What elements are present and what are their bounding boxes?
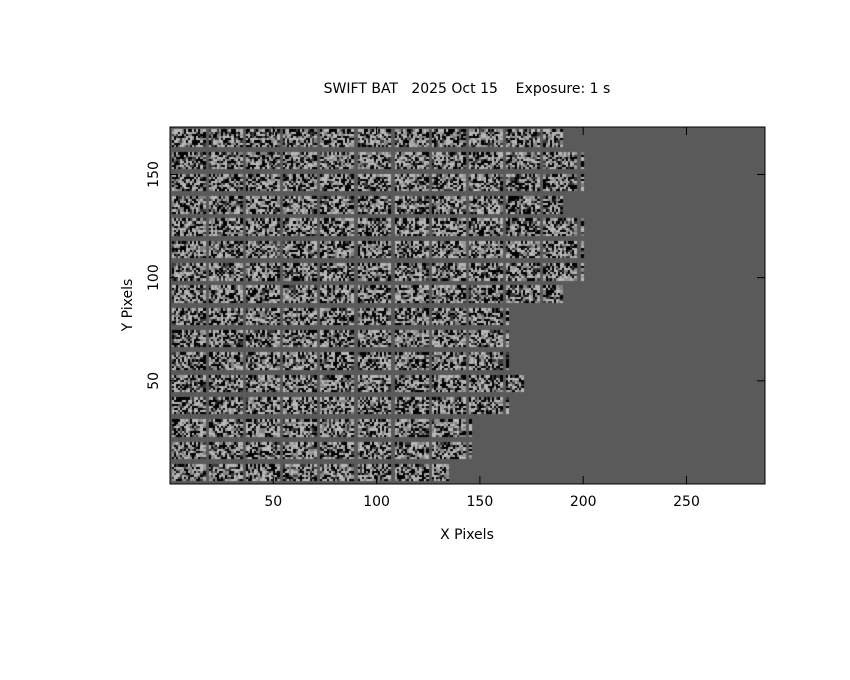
plot-frame <box>169 126 766 485</box>
x-tick-label: 50 <box>264 494 282 510</box>
chart-title: SWIFT BAT 2025 Oct 15 Exposure: 1 s <box>324 81 611 97</box>
y-axis-label: Y Pixels <box>120 279 136 333</box>
x-tick-label: 200 <box>570 494 597 510</box>
detector-image <box>170 127 765 484</box>
x-tick-label: 250 <box>673 494 700 510</box>
x-tick-label: 100 <box>363 494 390 510</box>
x-tick-label: 150 <box>467 494 494 510</box>
y-tick-label: 100 <box>146 264 162 291</box>
x-axis-label: X Pixels <box>440 527 494 543</box>
y-tick-label: 150 <box>146 161 162 188</box>
y-tick-label: 50 <box>146 372 162 390</box>
